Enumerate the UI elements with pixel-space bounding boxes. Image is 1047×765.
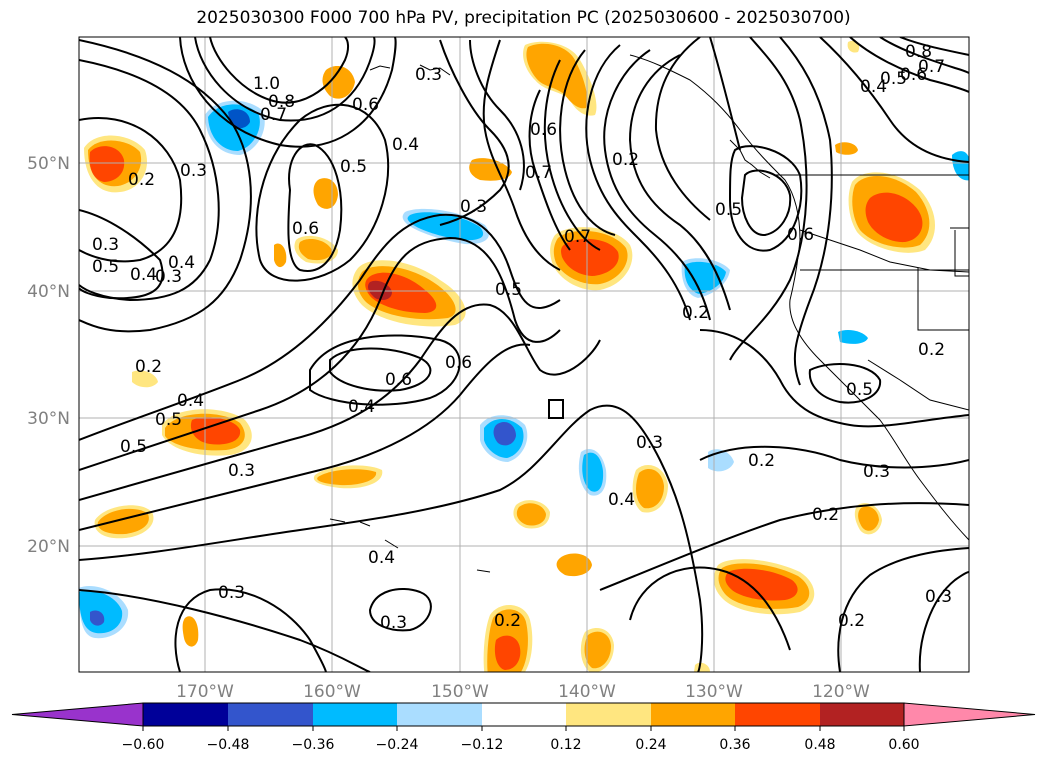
contour-label: 0.2 bbox=[812, 505, 839, 525]
colorbar-segment bbox=[566, 703, 651, 726]
contour-label: 0.5 bbox=[340, 157, 367, 177]
contour-label: 0.3 bbox=[863, 462, 890, 482]
colorbar-tick-label: 0.36 bbox=[719, 737, 750, 753]
colorbar-segment bbox=[735, 703, 820, 726]
lon-tick-label: 150°W bbox=[431, 682, 489, 702]
colorbar-high-extension bbox=[903, 702, 1036, 727]
contour-label: 0.4 bbox=[860, 77, 887, 97]
lon-ticks: 170°W 160°W 150°W 140°W 130°W 120°W bbox=[176, 682, 870, 702]
colorbar-tick-label: 0.60 bbox=[888, 737, 919, 753]
contour-label: 0.6 bbox=[445, 353, 472, 373]
contour-label: 0.3 bbox=[218, 583, 245, 603]
colorbar-tick-label: −0.36 bbox=[292, 737, 335, 753]
colorbar: −0.60 −0.48 −0.36 −0.24 −0.12 0.12 0.24 … bbox=[11, 702, 1036, 753]
contour-labels: 1.0 0.8 0.7 0.3 0.3 0.6 0.5 0.4 0.2 0.3 … bbox=[92, 42, 952, 633]
contour-label: 0.7 bbox=[525, 163, 552, 183]
lon-tick-label: 130°W bbox=[685, 682, 743, 702]
contour-label: 0.4 bbox=[368, 548, 395, 568]
colorbar-tick-label: 0.12 bbox=[550, 737, 581, 753]
contour-label: 0.7 bbox=[260, 105, 287, 125]
contour-label: 0.5 bbox=[495, 280, 522, 300]
contour-label: 0.4 bbox=[392, 135, 419, 155]
contour-label: 0.4 bbox=[130, 265, 157, 285]
contour-label: 0.6 bbox=[530, 120, 557, 140]
lon-tick-label: 140°W bbox=[558, 682, 616, 702]
colorbar-tick-label: −0.12 bbox=[461, 737, 504, 753]
contour-label: 0.3 bbox=[636, 433, 663, 453]
colorbar-segment bbox=[313, 703, 397, 726]
contour-label: 0.4 bbox=[348, 397, 375, 417]
contour-label: 0.2 bbox=[918, 340, 945, 360]
contour-label: 0.3 bbox=[228, 461, 255, 481]
contour-label: 0.8 bbox=[905, 42, 932, 62]
lon-tick-label: 120°W bbox=[812, 682, 870, 702]
contour-label: 0.3 bbox=[415, 65, 442, 85]
contour-label: 0.7 bbox=[918, 57, 945, 77]
contour-label: 0.5 bbox=[846, 380, 873, 400]
contour-label: 0.8 bbox=[268, 92, 295, 112]
colorbar-tick-label: −0.48 bbox=[207, 737, 250, 753]
lat-tick-label: 30°N bbox=[27, 409, 70, 429]
colorbar-segment bbox=[143, 703, 228, 726]
colorbar-segment bbox=[228, 703, 313, 726]
contour-label: 0.6 bbox=[292, 219, 319, 239]
colorbar-tick-label: −0.24 bbox=[376, 737, 419, 753]
plot-frame bbox=[78, 36, 970, 673]
contour-label: 0.2 bbox=[682, 303, 709, 323]
colorbar-tick-marks bbox=[142, 726, 905, 731]
contour-label: 0.3 bbox=[925, 587, 952, 607]
contour-label: 0.6 bbox=[787, 225, 814, 245]
pv-contours bbox=[79, 37, 969, 672]
contour-label: 0.5 bbox=[155, 410, 182, 430]
colorbar-low-extension bbox=[11, 702, 144, 727]
contour-label: 0.5 bbox=[715, 200, 742, 220]
lon-tick-label: 170°W bbox=[176, 682, 234, 702]
contour-label: 1.0 bbox=[253, 74, 280, 94]
contour-label: 0.7 bbox=[564, 227, 591, 247]
contour-label: 0.6 bbox=[352, 95, 379, 115]
lat-tick-label: 40°N bbox=[27, 282, 70, 302]
colorbar-tick-label: −0.60 bbox=[122, 737, 165, 753]
contour-label: 0.2 bbox=[612, 150, 639, 170]
colorbar-segment bbox=[482, 703, 566, 726]
contour-label: 0.4 bbox=[608, 490, 635, 510]
colorbar-frame bbox=[142, 702, 905, 727]
lon-tick-label: 160°W bbox=[303, 682, 361, 702]
contour-label: 0.3 bbox=[155, 267, 182, 287]
contour-label: 0.6 bbox=[385, 370, 412, 390]
contour-label: 0.3 bbox=[380, 613, 407, 633]
coastlines bbox=[329, 54, 969, 573]
contour-label: 0.5 bbox=[120, 437, 147, 457]
lat-tick-label: 50°N bbox=[27, 154, 70, 174]
contour-label: 0.2 bbox=[135, 357, 162, 377]
colorbar-segment bbox=[651, 703, 735, 726]
contour-label: 0.3 bbox=[460, 197, 487, 217]
lat-tick-label: 20°N bbox=[27, 537, 70, 557]
map-title: 2025030300 F000 700 hPa PV, precipitatio… bbox=[196, 8, 851, 28]
contour-label: 0.2 bbox=[838, 611, 865, 631]
contour-label: 0.5 bbox=[880, 69, 907, 89]
contour-label: 0.4 bbox=[177, 391, 204, 411]
contour-label: 0.4 bbox=[168, 253, 195, 273]
colorbar-tick-label: 0.24 bbox=[635, 737, 666, 753]
colorbar-tick-label: 0.48 bbox=[804, 737, 835, 753]
colorbar-segment bbox=[820, 703, 904, 726]
contour-label: 0.6 bbox=[900, 65, 927, 85]
contour-label: 0.2 bbox=[748, 451, 775, 471]
contour-label: 0.3 bbox=[92, 235, 119, 255]
lat-ticks: 50°N 40°N 30°N 20°N bbox=[27, 154, 70, 557]
contour-label: 0.2 bbox=[128, 170, 155, 190]
contour-label: 0.5 bbox=[92, 257, 119, 277]
colorbar-segment bbox=[397, 703, 482, 726]
contour-label: 0.3 bbox=[180, 161, 207, 181]
contour-label: 0.2 bbox=[494, 611, 521, 631]
